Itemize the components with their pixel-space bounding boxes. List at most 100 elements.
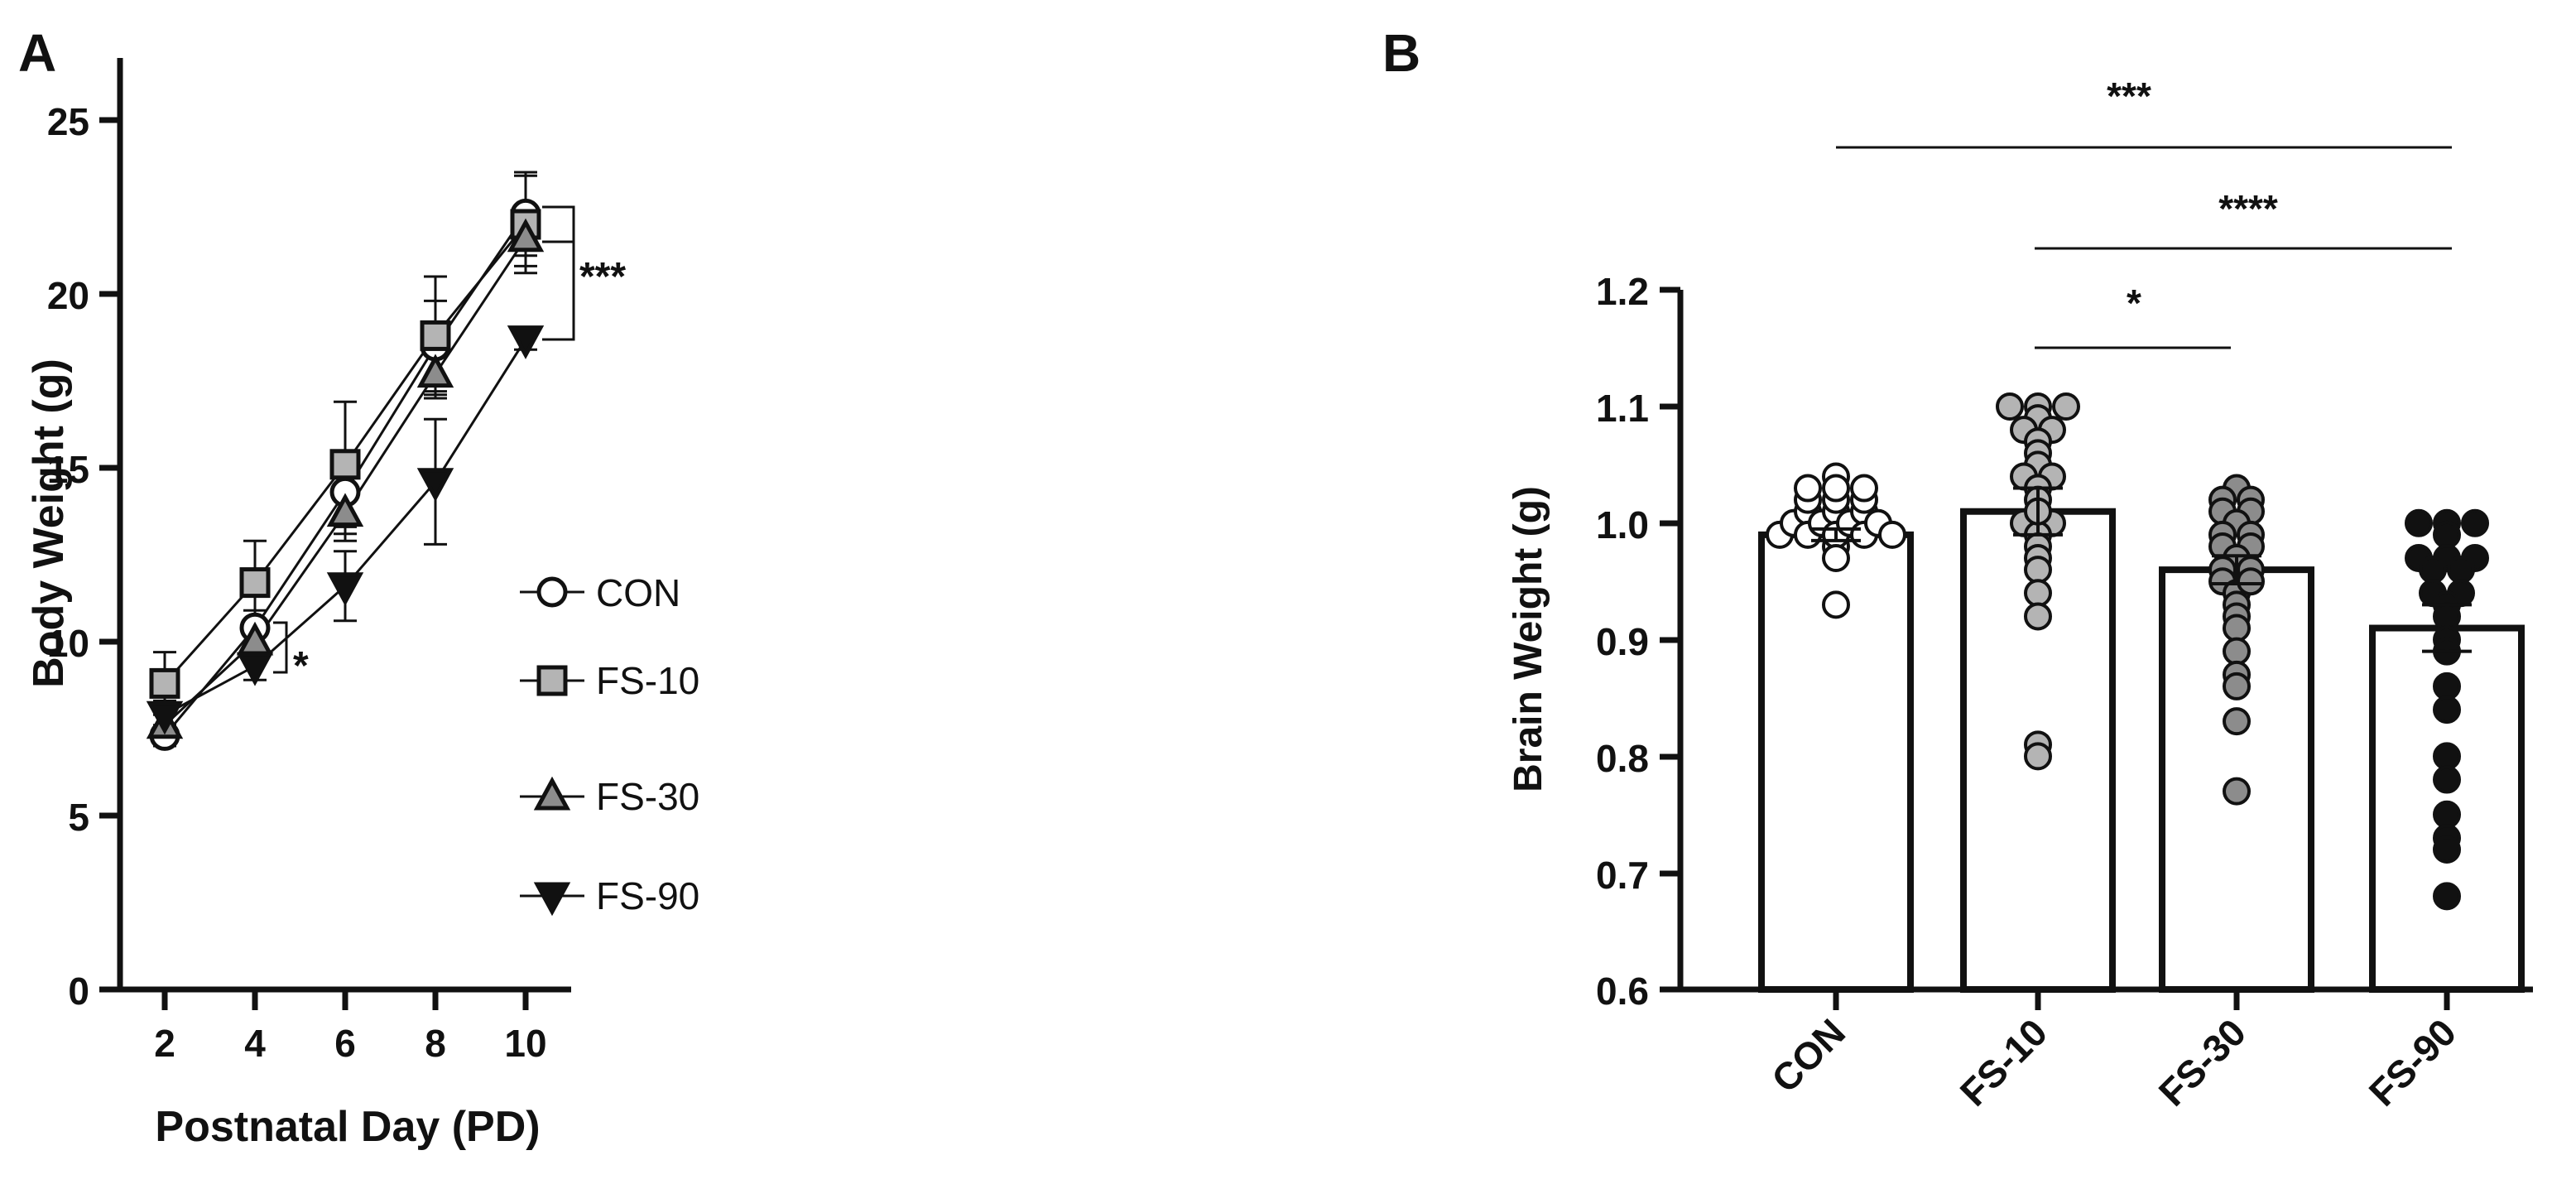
data-point-fs30	[2223, 637, 2251, 666]
a-y-tick-label: 10	[47, 622, 89, 665]
a-x-tick-label: 4	[244, 1022, 266, 1065]
data-point-con	[1822, 590, 1850, 619]
data-point-fs90	[236, 652, 274, 686]
data-point-fs30	[507, 218, 545, 253]
b-significance: *** **** *	[1836, 75, 2452, 349]
data-point-fs10	[2024, 602, 2052, 631]
a-y-tick-label: 20	[47, 274, 89, 317]
data-point-fs90	[2447, 556, 2475, 585]
data-point-fs30	[326, 493, 364, 527]
data-point-fs90	[2433, 696, 2461, 724]
data-point-fs90	[2433, 800, 2461, 829]
data-point-fs10	[239, 567, 271, 599]
legend-marker-fs10	[536, 665, 568, 696]
a-significance: * ***	[273, 205, 626, 688]
panel-b-label: B	[1382, 23, 1420, 83]
data-point-fs90	[146, 700, 184, 735]
b-data-layer	[1758, 392, 2525, 994]
data-point-fs90	[2419, 556, 2447, 585]
legend-entries	[520, 576, 584, 917]
data-point-fs30	[2223, 614, 2251, 643]
data-point-fs10	[2024, 742, 2052, 771]
legend-marker-con	[536, 576, 568, 608]
a-x-ticks: 2 4 6 8 10	[154, 989, 547, 1065]
legend-label-con: CON	[596, 571, 680, 614]
data-point-con	[1822, 474, 1850, 503]
error-bar-con	[1811, 527, 1861, 542]
legend-label-fs30: FS-30	[596, 775, 699, 818]
legend-label-fs10: FS-10	[596, 659, 699, 702]
error-bar-fs90	[2422, 603, 2472, 653]
a-bracket-pd10	[542, 205, 575, 341]
data-point-fs90	[2433, 742, 2461, 771]
b-x-tick-label: FS-90	[2361, 1010, 2464, 1114]
b-x-tick-label: CON	[1763, 1010, 1853, 1100]
a-y-tick-label: 5	[68, 796, 89, 839]
data-point-fs10	[2024, 579, 2052, 608]
b-y-tick-label: 1.2	[1596, 270, 1649, 313]
a-y-ticks: 0 5 10 15 20 25	[47, 100, 120, 1013]
b-comparison-label-con-fs90: ***	[2107, 75, 2151, 118]
b-y-tick-label: 1.0	[1596, 503, 1649, 546]
b-y-tick-label: 0.9	[1596, 620, 1649, 663]
a-sig-label-pd4: *	[293, 644, 309, 688]
a-data-layer	[146, 171, 545, 751]
b-x-tick-label: FS-30	[2151, 1010, 2254, 1114]
b-comparison-label-fs10-fs90: ****	[2218, 187, 2278, 230]
a-sig-label-pd10: ***	[579, 255, 626, 299]
data-point-fs10	[1996, 392, 2024, 421]
data-point-fs30	[2237, 567, 2265, 596]
a-x-axis-title: Postnatal Day (PD)	[155, 1103, 540, 1151]
data-point-fs90	[2433, 672, 2461, 700]
b-y-tick-label: 0.6	[1596, 970, 1649, 1013]
data-point-fs90	[2433, 520, 2461, 549]
a-bracket-pd4	[273, 621, 288, 674]
error-bar-fs30	[2212, 554, 2261, 586]
b-y-axis-title: Brain Weight (g)	[1507, 486, 1550, 792]
data-point-con	[1878, 520, 1906, 549]
data-point-fs30	[2223, 707, 2251, 736]
b-x-tick-label: FS-10	[1952, 1010, 2055, 1114]
a-y-axis-title: Body Weight (g)	[25, 359, 73, 688]
data-point-fs10	[2052, 392, 2080, 421]
data-point-con	[1794, 474, 1822, 503]
data-point-fs90	[326, 572, 364, 607]
a-x-tick-label: 10	[504, 1022, 546, 1065]
b-y-tick-label: 0.7	[1596, 854, 1649, 897]
b-x-ticks: CON FS-10 FS-30 FS-90	[1763, 989, 2464, 1114]
legend: CON FS-10 FS-30 FS-90	[520, 571, 699, 917]
data-point-fs90	[2433, 835, 2461, 864]
data-point-fs90	[507, 325, 545, 359]
data-point-fs90	[416, 468, 454, 503]
data-point-fs10	[149, 667, 180, 699]
data-point-fs30	[416, 354, 454, 388]
a-y-tick-label: 25	[47, 100, 89, 143]
legend-marker-fs30	[533, 776, 571, 811]
b-y-ticks: 0.6 0.7 0.8 0.9 1.0 1.1 1.2	[1596, 270, 1680, 1013]
b-comparison-label-fs10-fs30: *	[2127, 282, 2141, 325]
data-point-fs10	[420, 320, 451, 351]
data-point-fs30	[2223, 777, 2251, 806]
a-y-tick-label: 15	[47, 448, 89, 491]
data-point-fs30	[2223, 672, 2251, 700]
data-point-fs10	[329, 449, 361, 480]
panel-a: A 0 5 10 15 20 25 2 4 6	[18, 23, 699, 1151]
data-point-fs90	[2405, 508, 2433, 537]
panel-b: B 0.6 0.7 0.8 0.9 1.0 1.1 1.2 CO	[1382, 23, 2533, 1114]
b-y-tick-label: 1.1	[1596, 387, 1649, 430]
data-point-con	[1850, 474, 1878, 503]
data-point-fs90	[2433, 765, 2461, 794]
b-y-tick-label: 0.8	[1596, 737, 1649, 780]
a-x-tick-label: 8	[425, 1022, 446, 1065]
data-point-fs10	[2024, 556, 2052, 585]
error-bar-fs10	[2013, 486, 2063, 537]
panel-a-label: A	[18, 23, 56, 83]
legend-marker-fs90	[533, 882, 571, 917]
a-x-tick-label: 6	[334, 1022, 356, 1065]
legend-label-fs90: FS-90	[596, 874, 699, 917]
data-point-fs90	[2461, 508, 2489, 537]
a-y-tick-label: 0	[68, 970, 89, 1013]
a-x-tick-label: 2	[154, 1022, 175, 1065]
data-point-fs90	[2433, 882, 2461, 911]
